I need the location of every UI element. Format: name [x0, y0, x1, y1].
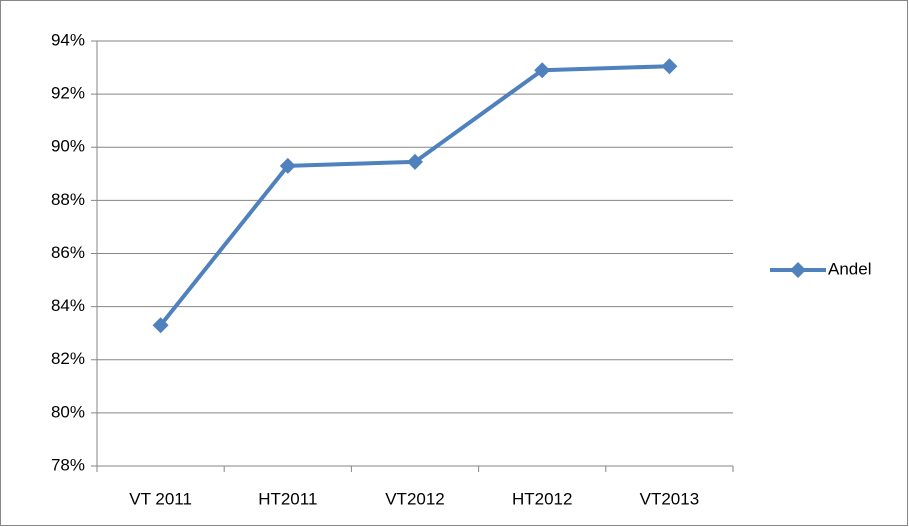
point-marker [279, 157, 296, 174]
y-tick-label: 78% [51, 455, 85, 474]
y-tick-label: 82% [51, 349, 85, 368]
x-tick-label: VT 2011 [129, 489, 192, 508]
x-tick-label: VT2012 [385, 489, 445, 508]
legend-label: Andel [828, 259, 871, 278]
y-tick-label: 80% [51, 402, 85, 421]
x-tick-label: HT2011 [258, 489, 317, 508]
x-tick-label: HT2012 [512, 489, 572, 508]
y-tick-label: 94% [51, 30, 85, 49]
y-tick-label: 92% [51, 84, 85, 103]
y-tick-label: 84% [51, 296, 85, 315]
point-marker [534, 62, 551, 79]
point-marker [661, 58, 678, 75]
y-tick-label: 88% [51, 190, 85, 209]
y-tick-label: 86% [51, 243, 85, 262]
x-tick-label: VT2013 [640, 489, 700, 508]
y-tick-label: 90% [51, 137, 85, 156]
point-marker [407, 153, 423, 170]
legend-marker [790, 262, 806, 278]
point-marker [152, 317, 169, 334]
